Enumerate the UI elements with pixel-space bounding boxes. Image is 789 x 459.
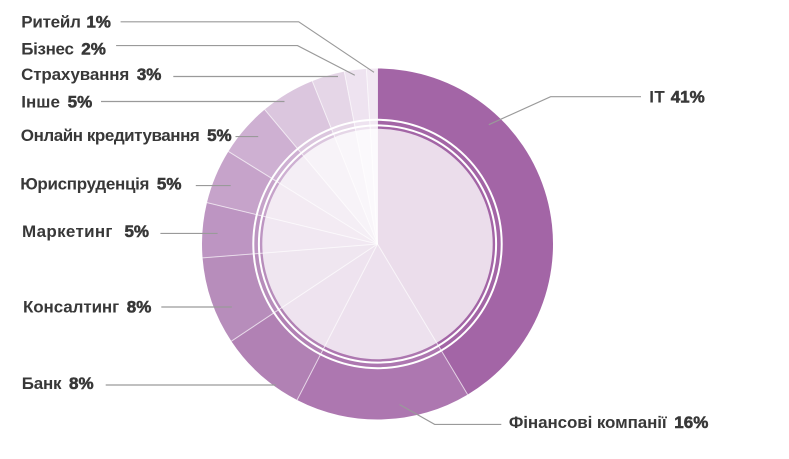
svg-text:Юриспруденція5%: Юриспруденція 5%: [20, 175, 181, 194]
svg-text:Інше5%: Інше 5%: [21, 92, 92, 111]
svg-text:Консалтинг8%: Консалтинг 8%: [23, 297, 151, 316]
svg-text:Онлайн кредитування5%: Онлайн кредитування 5%: [21, 126, 232, 145]
svg-text:Маркетинг5%: Маркетинг 5%: [22, 222, 149, 241]
svg-text:Банк8%: Банк 8%: [22, 374, 94, 393]
svg-text:Бізнес2%: Бізнес 2%: [21, 39, 106, 58]
svg-text:Ритейл1%: Ритейл 1%: [21, 12, 111, 31]
svg-text:Фінансові компанії16%: Фінансові компанії 16%: [509, 413, 708, 432]
svg-text:IT41%: IT 41%: [649, 88, 704, 107]
svg-text:Страхування3%: Страхування 3%: [21, 65, 161, 84]
